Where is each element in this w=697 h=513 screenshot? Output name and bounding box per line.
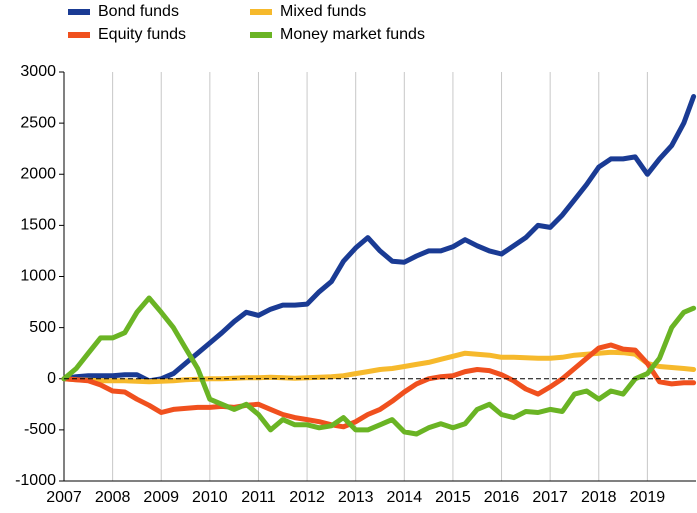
x-tick-label: 2008 — [95, 489, 131, 506]
legend-label: Money market funds — [280, 26, 425, 43]
y-tick-label: 1500 — [20, 217, 56, 234]
line-series — [61, 94, 697, 384]
x-tick-label: 2017 — [532, 489, 568, 506]
x-tick-label: 2011 — [241, 489, 276, 506]
x-tick-label: 2016 — [484, 489, 520, 506]
y-tick-label: 0 — [47, 370, 56, 387]
y-tick-label: 2000 — [20, 165, 56, 182]
y-tick-label: 1000 — [20, 268, 56, 285]
legend-swatch — [68, 32, 90, 38]
x-tick-label: 2013 — [338, 489, 374, 506]
legend-swatch — [68, 9, 90, 15]
y-tick-label: -500 — [24, 421, 56, 438]
line-series — [61, 342, 697, 430]
legend-label: Bond funds — [98, 3, 179, 20]
y-tick-label: 3000 — [20, 63, 56, 80]
y-tick-label: 500 — [29, 319, 56, 336]
legend-label: Mixed funds — [280, 3, 366, 20]
y-tick-label: -1000 — [15, 472, 56, 489]
y-tick-label: 2500 — [20, 114, 56, 131]
legend-label: Equity funds — [98, 26, 186, 43]
x-tick-label: 2014 — [387, 489, 423, 506]
x-tick-label: 2019 — [630, 489, 666, 506]
x-tick-label: 2007 — [46, 489, 82, 506]
x-tick-label: 2010 — [192, 489, 228, 506]
x-tick-label: 2015 — [435, 489, 471, 506]
x-tick-label: 2018 — [581, 489, 617, 506]
line-series — [61, 295, 697, 437]
legend-swatch — [250, 32, 272, 38]
x-tick-label: 2012 — [289, 489, 325, 506]
x-tick-label: 2009 — [143, 489, 179, 506]
legend-swatch — [250, 9, 272, 15]
